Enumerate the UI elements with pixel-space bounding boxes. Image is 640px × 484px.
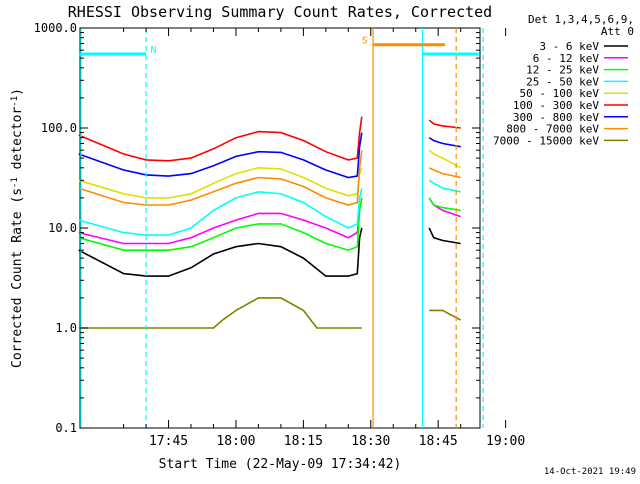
chart-title: RHESSI Observing Summary Count Rates, Co… bbox=[68, 3, 492, 21]
series-line-3 bbox=[78, 188, 363, 236]
series-line-5-b bbox=[428, 119, 461, 129]
x-axis-label: Start Time (22-May-09 17:34:42) bbox=[159, 457, 402, 472]
y-tick-label-2: 10.0 bbox=[48, 221, 77, 235]
series-line-7 bbox=[78, 150, 363, 206]
x-tick-label-3: 18:30 bbox=[351, 434, 390, 449]
series-line-8-b bbox=[429, 309, 462, 321]
series-line-5 bbox=[78, 116, 363, 162]
legend-label-0: 3 - 6 keV bbox=[539, 40, 599, 53]
x-tick-label-1: 18:00 bbox=[216, 434, 255, 449]
series-line-8 bbox=[78, 297, 362, 329]
series-line-1 bbox=[78, 197, 363, 245]
x-tick-label-0: 17:45 bbox=[149, 434, 188, 449]
legend-label-8: 7000 - 15000 keV bbox=[493, 134, 599, 147]
flag-label-1: S bbox=[362, 36, 368, 47]
axes-layer: 0.1 1.0 10.0 100.0 1000.0 17:45 18:00 18:15 18:3… bbox=[34, 21, 526, 449]
legend-header: Det 1,3,4,5,6,9, bbox=[528, 13, 634, 26]
series-line-7-b bbox=[428, 167, 461, 179]
legend-label-6: 300 - 800 keV bbox=[513, 111, 599, 124]
series-line-2-b bbox=[428, 197, 461, 212]
y-tick-label-0: 0.1 bbox=[55, 421, 77, 435]
series-line-0-b bbox=[428, 227, 461, 245]
series-line-2 bbox=[78, 197, 363, 252]
series-line-4-b bbox=[428, 149, 462, 169]
series-layer bbox=[78, 116, 462, 329]
legend-label-4: 50 - 100 keV bbox=[520, 87, 600, 100]
y-tick-label-1: 1.0 bbox=[55, 321, 77, 335]
legend-label-1: 6 - 12 keV bbox=[533, 52, 600, 65]
series-line-6 bbox=[78, 132, 363, 179]
flag-layer: NS bbox=[78, 36, 479, 56]
series-line-6-b bbox=[428, 137, 461, 148]
x-tick-label-2: 18:15 bbox=[284, 434, 323, 449]
flag-label-0: N bbox=[151, 45, 157, 56]
timestamp: 14-Oct-2021 19:49 bbox=[544, 467, 636, 477]
x-tick-label-5: 19:00 bbox=[486, 434, 525, 449]
legend-label-3: 25 - 50 keV bbox=[526, 75, 599, 88]
legend-header: Att 0 bbox=[601, 25, 634, 38]
series-line-4 bbox=[78, 166, 363, 199]
y-axis-label: Corrected Count Rate (s-1 detector-1) bbox=[10, 88, 25, 368]
series-line-0 bbox=[78, 227, 363, 277]
legend-label-2: 12 - 25 keV bbox=[526, 64, 599, 77]
x-tick-label-4: 18:45 bbox=[419, 434, 458, 449]
legend-label-7: 800 - 7000 keV bbox=[506, 123, 599, 136]
y-tick-label-4: 1000.0 bbox=[34, 21, 77, 35]
series-line-3-b bbox=[428, 179, 461, 193]
legend-label-5: 100 - 300 keV bbox=[513, 99, 599, 112]
y-tick-label-3: 100.0 bbox=[41, 121, 77, 135]
